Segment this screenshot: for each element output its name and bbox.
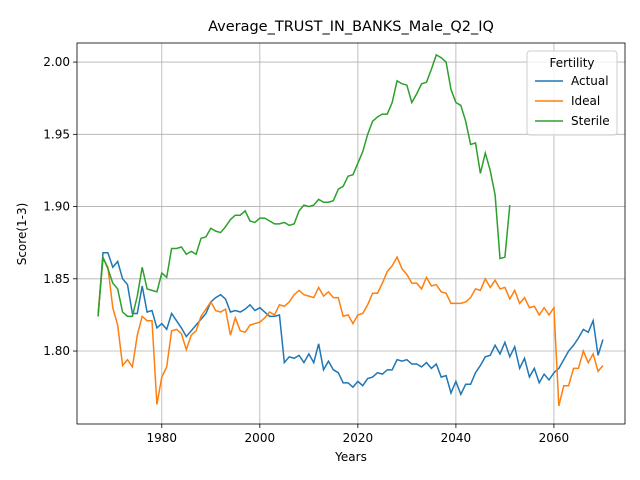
chart-title: Average_TRUST_IN_BANKS_Male_Q2_IQ bbox=[208, 19, 494, 35]
x-tick-label: 2040 bbox=[441, 431, 472, 445]
series-line bbox=[97, 255, 604, 407]
legend: Fertility Actual Ideal Sterile bbox=[526, 50, 618, 136]
series-line bbox=[97, 53, 511, 318]
series-line bbox=[97, 252, 604, 397]
legend-label: Sterile bbox=[571, 114, 610, 128]
legend-title: Fertility bbox=[549, 56, 594, 70]
y-tick-label: 2.00 bbox=[43, 55, 70, 69]
y-tick-label: 1.85 bbox=[43, 272, 70, 286]
x-tick-label: 2060 bbox=[539, 431, 570, 445]
plot-frame bbox=[76, 42, 626, 425]
legend-label: Ideal bbox=[571, 94, 600, 108]
y-axis-label: Score(1-3) bbox=[15, 203, 29, 266]
y-tick-label: 1.90 bbox=[43, 200, 70, 214]
legend-label: Actual bbox=[571, 74, 609, 88]
x-tick-label: 2000 bbox=[245, 431, 276, 445]
y-tick-label: 1.95 bbox=[43, 127, 70, 141]
x-axis-label: Years bbox=[334, 450, 367, 464]
x-tick-label: 1980 bbox=[147, 431, 178, 445]
x-tick-label: 2020 bbox=[343, 431, 374, 445]
legend-box bbox=[526, 50, 618, 136]
y-tick-label: 1.80 bbox=[43, 344, 70, 358]
